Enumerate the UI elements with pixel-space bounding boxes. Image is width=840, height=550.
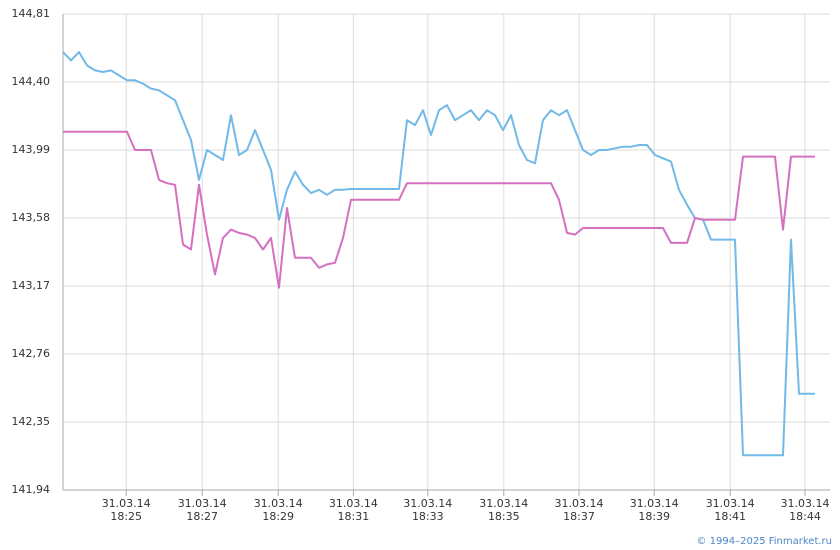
y-tick-label: 143,17 bbox=[12, 279, 51, 292]
y-tick-label: 141,94 bbox=[12, 483, 51, 496]
y-tick-label: 144,81 bbox=[12, 7, 51, 20]
x-tick-label: 31.03.14 18:41 bbox=[705, 497, 755, 523]
credit: © 1994–2025 Finmarket.ru bbox=[696, 536, 832, 547]
line-series bbox=[62, 51, 815, 457]
x-tick-label: 31.03.14 18:27 bbox=[177, 497, 227, 523]
y-tick-label: 143,99 bbox=[12, 143, 51, 156]
x-tick-label: 31.03.14 18:39 bbox=[629, 497, 679, 523]
x-tick-label: 31.03.14 18:35 bbox=[479, 497, 529, 523]
x-tick-label: 31.03.14 18:37 bbox=[554, 497, 604, 523]
x-tick-label: 31.03.14 18:33 bbox=[403, 497, 453, 523]
x-tick-label: 31.03.14 18:44 bbox=[780, 497, 830, 523]
y-tick-label: 143,58 bbox=[12, 211, 51, 224]
line-series bbox=[63, 130, 815, 289]
y-tick-label: 144,40 bbox=[12, 75, 51, 88]
x-tick-label: 31.03.14 18:29 bbox=[253, 497, 303, 523]
y-tick-label: 142,76 bbox=[12, 347, 51, 360]
x-tick-label: 31.03.14 18:31 bbox=[328, 497, 378, 523]
x-tick-label: 31.03.14 18:25 bbox=[101, 497, 151, 523]
y-tick-label: 142,35 bbox=[12, 415, 51, 428]
